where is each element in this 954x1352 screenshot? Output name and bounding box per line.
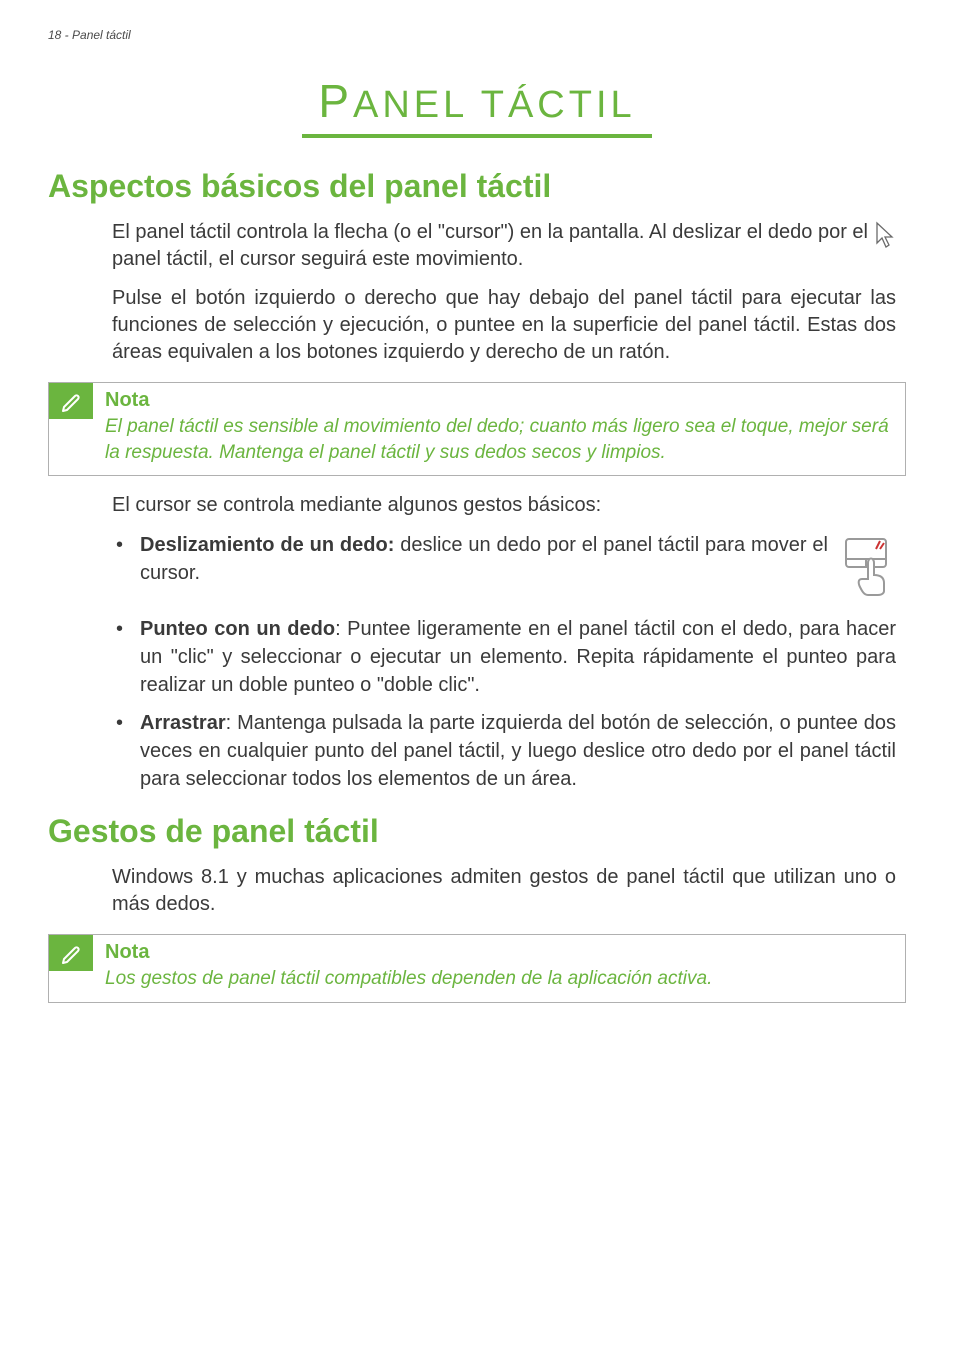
paragraph-cursor-intro: El panel táctil controla la flecha (o el… — [112, 219, 896, 273]
bullet: • — [112, 615, 140, 699]
note-title: Nota — [105, 389, 893, 412]
list-bold: Punteo con un dedo — [140, 618, 335, 640]
note-text: Los gestos de panel táctil compatibles d… — [105, 966, 893, 992]
cursor-arrow-icon — [874, 221, 896, 259]
tap-finger-icon — [840, 533, 896, 605]
chapter-rest: ANEL TÁCTIL — [353, 84, 636, 126]
pencil-icon — [58, 940, 84, 966]
list-item: • Arrastrar: Mantenga pulsada la parte i… — [112, 709, 896, 793]
paragraph-text: El panel táctil controla la flecha (o el… — [112, 221, 868, 270]
paragraph-buttons: Pulse el botón izquierdo o derecho que h… — [112, 285, 896, 366]
chapter-underline — [302, 134, 652, 138]
list-rest: : Mantenga pulsada la parte izquierda de… — [140, 712, 896, 790]
bullet: • — [112, 709, 140, 793]
list-item: • Deslizamiento de un dedo: deslice un d… — [112, 531, 896, 605]
note-title: Nota — [105, 941, 893, 964]
gestures-intro: El cursor se controla mediante algunos g… — [112, 492, 896, 519]
page-header: 18 - Panel táctil — [48, 28, 906, 42]
bullet: • — [112, 531, 140, 605]
note-box-sensitivity: Nota El panel táctil es sensible al movi… — [48, 382, 906, 476]
section-heading-basics: Aspectos básicos del panel táctil — [48, 168, 906, 205]
list-bold: Deslizamiento de un dedo: — [140, 534, 394, 556]
note-text: El panel táctil es sensible al movimient… — [105, 414, 893, 465]
paragraph-windows: Windows 8.1 y muchas aplicaciones admite… — [112, 864, 896, 918]
note-box-compat: Nota Los gestos de panel táctil compatib… — [48, 934, 906, 1003]
section-heading-gestures: Gestos de panel táctil — [48, 813, 906, 850]
list-item: • Punteo con un dedo: Puntee ligeramente… — [112, 615, 896, 699]
chapter-first-char: P — [318, 75, 353, 127]
note-icon-badge — [49, 383, 93, 419]
pencil-icon — [58, 388, 84, 414]
chapter-title: PANEL TÁCTIL — [48, 74, 906, 128]
note-icon-badge — [49, 935, 93, 971]
list-bold: Arrastrar — [140, 712, 226, 734]
